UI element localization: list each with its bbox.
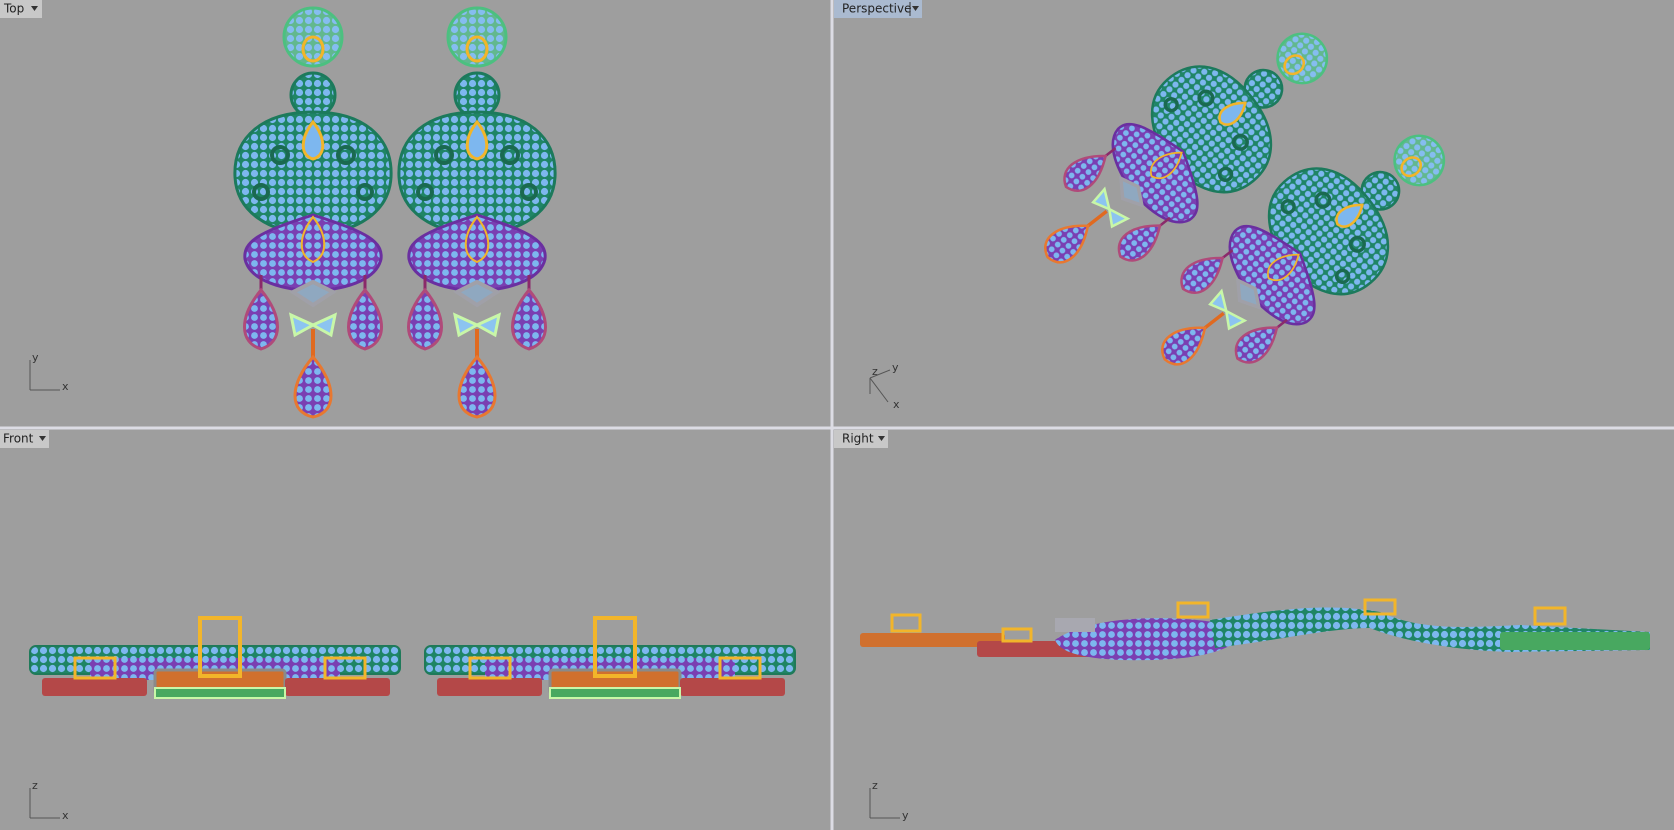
- gray-flower: [1055, 618, 1095, 632]
- axis-icon: [29, 360, 900, 819]
- tab-dropdown[interactable]: [39, 436, 46, 441]
- tab-bg: [0, 0, 42, 18]
- axis-label: x: [62, 809, 69, 822]
- tab-dropdown[interactable]: [31, 6, 38, 11]
- axis-label: x: [62, 380, 69, 393]
- earring-side: [860, 598, 1650, 661]
- tab-bg: [834, 0, 922, 18]
- gold-frame: [1533, 606, 1567, 626]
- axis-label: z: [32, 779, 38, 792]
- gold-frame: [890, 613, 922, 633]
- viewport-label: Perspective: [842, 2, 912, 16]
- axis-label: z: [872, 365, 878, 378]
- axis-label: z: [872, 779, 878, 792]
- viewport-label: Front: [3, 432, 34, 446]
- viewport-label: Right: [842, 432, 874, 446]
- viewport-tab[interactable]: Perspective: [834, 0, 922, 18]
- orange-layer: [860, 633, 1005, 647]
- purple-layer: [1055, 618, 1245, 661]
- tab-dropdown[interactable]: [878, 436, 885, 441]
- viewport-tab[interactable]: Top: [0, 0, 42, 18]
- viewport-tab[interactable]: Front: [0, 430, 49, 448]
- leaf-layer: [1500, 632, 1650, 650]
- axis-label: x: [893, 398, 900, 411]
- gold-frame: [1001, 627, 1033, 643]
- tab-bg: [834, 430, 888, 448]
- tab-bg: [0, 430, 49, 448]
- axis-line: [869, 369, 891, 379]
- gold-frame: [1176, 601, 1210, 619]
- viewport-label: Top: [3, 2, 24, 16]
- viewport-tab[interactable]: Right: [834, 430, 888, 448]
- gold-frame: [1363, 598, 1397, 616]
- axis-label: y: [892, 361, 899, 374]
- axis-label: y: [32, 351, 39, 364]
- axis-label: y: [902, 809, 909, 822]
- tab-dropdown[interactable]: [912, 6, 919, 11]
- axis-line: [869, 377, 889, 403]
